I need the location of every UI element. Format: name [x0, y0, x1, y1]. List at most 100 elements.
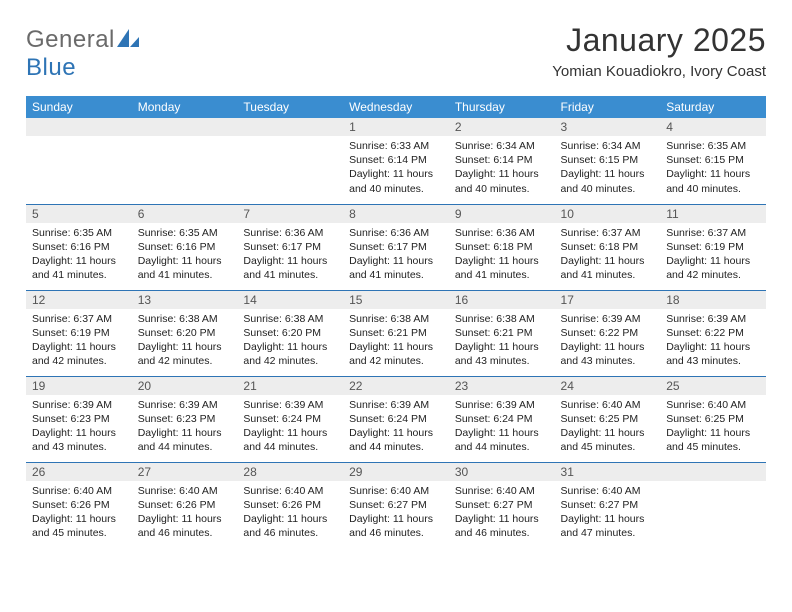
day-details: Sunrise: 6:36 AMSunset: 6:18 PMDaylight:… — [449, 223, 555, 287]
sunrise-text: Sunrise: 6:40 AM — [666, 398, 760, 412]
calendar-day-cell — [237, 118, 343, 204]
sunset-text: Sunset: 6:17 PM — [349, 240, 443, 254]
day-number: 28 — [237, 463, 343, 481]
calendar-table: Sunday Monday Tuesday Wednesday Thursday… — [26, 96, 766, 548]
sunset-text: Sunset: 6:23 PM — [32, 412, 126, 426]
daylight-line2: and 41 minutes. — [561, 268, 655, 282]
daylight-line1: Daylight: 11 hours — [349, 254, 443, 268]
sunset-text: Sunset: 6:16 PM — [32, 240, 126, 254]
sunset-text: Sunset: 6:16 PM — [138, 240, 232, 254]
sunrise-text: Sunrise: 6:36 AM — [349, 226, 443, 240]
sunrise-text: Sunrise: 6:39 AM — [455, 398, 549, 412]
day-number: 19 — [26, 377, 132, 395]
day-number: 11 — [660, 205, 766, 223]
sunset-text: Sunset: 6:20 PM — [138, 326, 232, 340]
sunset-text: Sunset: 6:22 PM — [561, 326, 655, 340]
daylight-line1: Daylight: 11 hours — [349, 512, 443, 526]
day-number: 7 — [237, 205, 343, 223]
sail-icon — [117, 26, 139, 54]
day-number: 8 — [343, 205, 449, 223]
day-number: 18 — [660, 291, 766, 309]
daylight-line2: and 46 minutes. — [138, 526, 232, 540]
day-details: Sunrise: 6:38 AMSunset: 6:21 PMDaylight:… — [343, 309, 449, 373]
brand-part1: General — [26, 26, 115, 53]
day-number: 14 — [237, 291, 343, 309]
sunset-text: Sunset: 6:18 PM — [561, 240, 655, 254]
day-number: 10 — [555, 205, 661, 223]
brand-text: GeneralBlue — [26, 26, 139, 82]
sunset-text: Sunset: 6:21 PM — [349, 326, 443, 340]
sunrise-text: Sunrise: 6:34 AM — [455, 139, 549, 153]
daylight-line2: and 42 minutes. — [349, 354, 443, 368]
daylight-line2: and 43 minutes. — [455, 354, 549, 368]
calendar-week-row: 5Sunrise: 6:35 AMSunset: 6:16 PMDaylight… — [26, 204, 766, 290]
calendar-day-cell: 10Sunrise: 6:37 AMSunset: 6:18 PMDayligh… — [555, 204, 661, 290]
calendar-day-cell: 11Sunrise: 6:37 AMSunset: 6:19 PMDayligh… — [660, 204, 766, 290]
day-details: Sunrise: 6:39 AMSunset: 6:23 PMDaylight:… — [132, 395, 238, 459]
sunrise-text: Sunrise: 6:39 AM — [243, 398, 337, 412]
sunrise-text: Sunrise: 6:34 AM — [561, 139, 655, 153]
calendar-day-cell: 15Sunrise: 6:38 AMSunset: 6:21 PMDayligh… — [343, 290, 449, 376]
daylight-line1: Daylight: 11 hours — [561, 167, 655, 181]
day-details: Sunrise: 6:35 AMSunset: 6:16 PMDaylight:… — [132, 223, 238, 287]
sunrise-text: Sunrise: 6:37 AM — [561, 226, 655, 240]
day-details: Sunrise: 6:38 AMSunset: 6:20 PMDaylight:… — [237, 309, 343, 373]
day-details: Sunrise: 6:39 AMSunset: 6:24 PMDaylight:… — [343, 395, 449, 459]
sunrise-text: Sunrise: 6:37 AM — [666, 226, 760, 240]
calendar-day-cell: 9Sunrise: 6:36 AMSunset: 6:18 PMDaylight… — [449, 204, 555, 290]
page-header: GeneralBlue January 2025 Yomian Kouadiok… — [26, 22, 766, 82]
calendar-day-cell: 30Sunrise: 6:40 AMSunset: 6:27 PMDayligh… — [449, 462, 555, 548]
calendar-day-cell: 22Sunrise: 6:39 AMSunset: 6:24 PMDayligh… — [343, 376, 449, 462]
location-label: Yomian Kouadiokro, Ivory Coast — [552, 63, 766, 80]
day-details: Sunrise: 6:40 AMSunset: 6:27 PMDaylight:… — [343, 481, 449, 545]
weekday-header-row: Sunday Monday Tuesday Wednesday Thursday… — [26, 96, 766, 118]
day-number: 24 — [555, 377, 661, 395]
day-number — [26, 118, 132, 136]
daylight-line2: and 41 minutes. — [138, 268, 232, 282]
daylight-line2: and 40 minutes. — [666, 182, 760, 196]
daylight-line2: and 41 minutes. — [32, 268, 126, 282]
calendar-week-row: 1Sunrise: 6:33 AMSunset: 6:14 PMDaylight… — [26, 118, 766, 204]
daylight-line2: and 42 minutes. — [243, 354, 337, 368]
daylight-line1: Daylight: 11 hours — [32, 512, 126, 526]
calendar-day-cell: 1Sunrise: 6:33 AMSunset: 6:14 PMDaylight… — [343, 118, 449, 204]
day-details: Sunrise: 6:39 AMSunset: 6:24 PMDaylight:… — [237, 395, 343, 459]
sunset-text: Sunset: 6:27 PM — [455, 498, 549, 512]
daylight-line2: and 40 minutes. — [349, 182, 443, 196]
calendar-day-cell: 14Sunrise: 6:38 AMSunset: 6:20 PMDayligh… — [237, 290, 343, 376]
day-number — [237, 118, 343, 136]
sunrise-text: Sunrise: 6:39 AM — [561, 312, 655, 326]
sunset-text: Sunset: 6:25 PM — [561, 412, 655, 426]
sunset-text: Sunset: 6:21 PM — [455, 326, 549, 340]
title-block: January 2025 Yomian Kouadiokro, Ivory Co… — [552, 22, 766, 80]
daylight-line1: Daylight: 11 hours — [32, 340, 126, 354]
calendar-day-cell: 2Sunrise: 6:34 AMSunset: 6:14 PMDaylight… — [449, 118, 555, 204]
daylight-line2: and 44 minutes. — [138, 440, 232, 454]
sunrise-text: Sunrise: 6:38 AM — [138, 312, 232, 326]
day-number: 2 — [449, 118, 555, 136]
sunset-text: Sunset: 6:19 PM — [32, 326, 126, 340]
day-number: 20 — [132, 377, 238, 395]
day-number: 31 — [555, 463, 661, 481]
daylight-line1: Daylight: 11 hours — [666, 340, 760, 354]
daylight-line1: Daylight: 11 hours — [455, 512, 549, 526]
calendar-day-cell: 24Sunrise: 6:40 AMSunset: 6:25 PMDayligh… — [555, 376, 661, 462]
day-details: Sunrise: 6:36 AMSunset: 6:17 PMDaylight:… — [343, 223, 449, 287]
sunset-text: Sunset: 6:22 PM — [666, 326, 760, 340]
sunrise-text: Sunrise: 6:39 AM — [666, 312, 760, 326]
day-details: Sunrise: 6:34 AMSunset: 6:14 PMDaylight:… — [449, 136, 555, 200]
sunset-text: Sunset: 6:14 PM — [349, 153, 443, 167]
sunset-text: Sunset: 6:24 PM — [243, 412, 337, 426]
daylight-line1: Daylight: 11 hours — [561, 340, 655, 354]
day-details: Sunrise: 6:37 AMSunset: 6:19 PMDaylight:… — [660, 223, 766, 287]
daylight-line2: and 47 minutes. — [561, 526, 655, 540]
day-number: 27 — [132, 463, 238, 481]
daylight-line1: Daylight: 11 hours — [243, 340, 337, 354]
sunrise-text: Sunrise: 6:40 AM — [561, 398, 655, 412]
day-details: Sunrise: 6:38 AMSunset: 6:20 PMDaylight:… — [132, 309, 238, 373]
day-number: 5 — [26, 205, 132, 223]
sunrise-text: Sunrise: 6:40 AM — [561, 484, 655, 498]
day-number: 6 — [132, 205, 238, 223]
calendar-day-cell: 7Sunrise: 6:36 AMSunset: 6:17 PMDaylight… — [237, 204, 343, 290]
day-details: Sunrise: 6:37 AMSunset: 6:19 PMDaylight:… — [26, 309, 132, 373]
